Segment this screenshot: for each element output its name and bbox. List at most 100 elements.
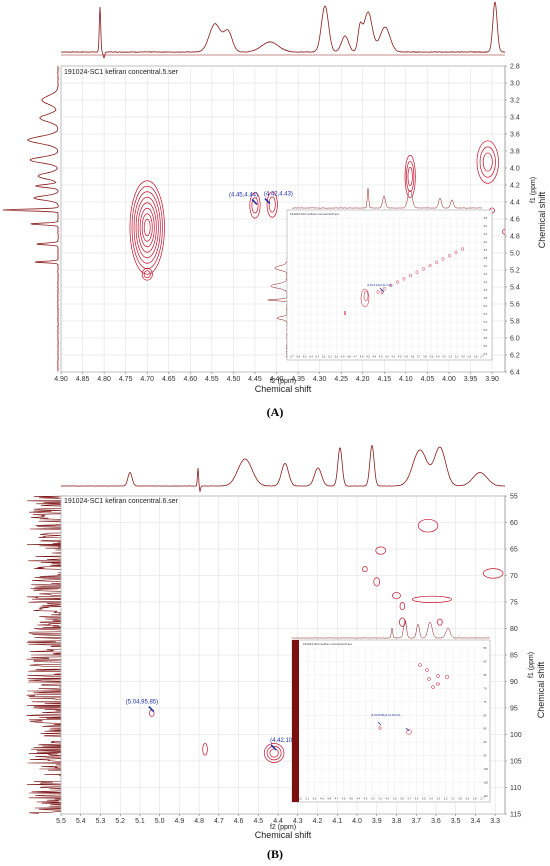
x-tick-label: 4.75 xyxy=(119,376,133,383)
inset-x-tick-label: 3.3 xyxy=(437,797,441,801)
inset-y-tick-label: 80 xyxy=(484,713,487,717)
inset-x-tick-label: 4.8 xyxy=(327,797,331,801)
inset-x-tick-label: 4.8 xyxy=(347,355,351,359)
inset-y-tick-label: 3.4 xyxy=(484,240,488,244)
panel-b-cross-peaks xyxy=(149,518,504,763)
x-tick-label: 4.8 xyxy=(194,818,204,825)
annotation-label: (4.42,4.43) xyxy=(264,192,293,198)
inset-x-tick-label: 5.2 xyxy=(322,355,326,359)
y-tick-label: 5.6 xyxy=(510,301,520,308)
inset-cross-peak xyxy=(435,682,441,686)
inset-cross-peak xyxy=(427,677,431,681)
panel-b-inset-left-projection xyxy=(292,640,299,802)
panel-a-inset-title: 191024-SC1 kefiran concentral.5.ser xyxy=(290,212,339,216)
inset-y-tick-label: 6.0 xyxy=(484,344,488,348)
inset-cross-peak xyxy=(445,674,449,680)
panel-a-inset: 5.7 5.6 5.5 5.4 5.3 5.2 5.1 5.0 4.9 4.8 4.7 4.6 4.5 4… xyxy=(267,188,493,361)
cross-peak-contour xyxy=(417,518,439,533)
inset-x-tick-label: 4.7 xyxy=(335,797,339,801)
panel-b-x-axis-label: f2 (ppm) xyxy=(270,824,296,831)
inset-diagonal-peak xyxy=(448,253,451,258)
cross-peak-contour xyxy=(251,197,259,214)
panel-a-title: 191024-SC1 kefiran concentral.5.ser xyxy=(64,69,179,76)
panel-a-inset-grid: 5.7 5.6 5.5 5.4 5.3 5.2 5.1 5.0 4.9 4.8 4.7 4.6 4.5 4… xyxy=(290,216,487,359)
inset-x-tick-label: 3.3 xyxy=(442,355,446,359)
x-tick-label: 4.6 xyxy=(234,818,244,825)
cross-peak-contour xyxy=(362,566,368,573)
y-tick-label: 55 xyxy=(510,493,518,500)
y-tick-label: 5.8 xyxy=(510,318,520,325)
inset-x-tick-label: 3.7 xyxy=(417,355,421,359)
inset-x-tick-label: 5.2 xyxy=(298,797,302,801)
x-tick-label: 3.8 xyxy=(392,818,402,825)
inset-x-tick-label: 4.1 xyxy=(392,355,396,359)
annotation-marker xyxy=(148,705,155,713)
x-tick-label: 4.50 xyxy=(227,376,241,383)
inset-x-tick-label: 3.6 xyxy=(423,355,427,359)
y-tick-label: 60 xyxy=(510,520,518,527)
y-tick-label: 4.0 xyxy=(510,165,520,172)
inset-cross-peak xyxy=(425,668,429,672)
x-tick-label: 5.5 xyxy=(56,818,66,825)
inset-x-tick-label: 4.1 xyxy=(378,797,382,801)
inset-x-tick-label: 3.6 xyxy=(415,797,419,801)
y-tick-label: 105 xyxy=(510,758,522,765)
x-tick-label: 3.9 xyxy=(372,818,382,825)
inset-y-tick-label: 55 xyxy=(484,646,487,650)
x-tick-label: 4.5 xyxy=(253,818,263,825)
cross-peak-contour xyxy=(399,617,406,627)
inset-y-tick-label: 4.6 xyxy=(484,288,488,292)
x-tick-label: 3.3 xyxy=(490,818,500,825)
cross-peak-contour xyxy=(133,191,161,264)
inset-x-tick-label: 3.7 xyxy=(407,797,411,801)
inset-x-tick-label: 3.0 xyxy=(458,797,462,801)
inset-y-tick-label: 5.2 xyxy=(484,312,488,316)
x-tick-label: 4.7 xyxy=(214,818,224,825)
inset-diagonal-peak xyxy=(454,250,458,255)
y-tick-label: 4.6 xyxy=(510,216,520,223)
inset-diagonal-peak xyxy=(422,267,425,271)
cross-peak-contour xyxy=(502,228,505,235)
x-tick-label: 4.80 xyxy=(97,376,111,383)
inset-cross-peak xyxy=(360,288,370,308)
x-tick-label: 4.40 xyxy=(270,376,284,383)
inset-x-tick-label: 3.9 xyxy=(404,355,408,359)
inset-x-tick-label: 3.1 xyxy=(451,797,455,801)
panel-b-inset-grid: 5.2 5.1 5.0 4.9 4.8 4.7 4.6 4.5 4.4 4.3 4.2 4.1 4.0 3… xyxy=(298,646,488,801)
panel-b-x-axis-label-2: Chemical shift xyxy=(255,830,312,840)
cross-peak-contour xyxy=(392,592,401,600)
x-tick-label: 3.7 xyxy=(411,818,421,825)
panel-b-x-ticks: 5.5 5.4 5.3 5.2 5.1 5.0 4.9 4.8 4.7 4.6 4.5 4.4 4.3 4… xyxy=(56,814,500,825)
panel-a-annotations: (4.45,4.44) (4.42,4.43) xyxy=(229,192,293,205)
annotation-label: (4.45,4.44) xyxy=(229,192,258,198)
inset-y-tick-label: 4.2 xyxy=(484,272,488,276)
inset-y-tick-label: 5.4 xyxy=(484,320,488,324)
inset-x-tick-label: 4.9 xyxy=(320,797,324,801)
x-tick-label: 4.0 xyxy=(352,818,362,825)
panel-b-inset: 5.2 5.1 5.0 4.9 4.8 4.7 4.6 4.5 4.4 4.3 4.2 4.1 4.0 3… xyxy=(291,619,491,803)
inset-cross-peak xyxy=(418,663,422,667)
inset-cross-peak xyxy=(378,726,382,730)
cross-peak-contour xyxy=(482,568,504,579)
cross-peak-contour xyxy=(266,745,282,761)
y-tick-label: 110 xyxy=(510,785,521,792)
inset-annotation-marker xyxy=(405,727,410,732)
panel-b-inset-frame xyxy=(291,639,491,803)
x-tick-label: 4.55 xyxy=(205,376,219,383)
cross-peak-contour xyxy=(399,602,406,611)
y-tick-label: 3.6 xyxy=(510,131,520,138)
inset-diagonal-peak xyxy=(461,247,464,251)
panel-b-top-projection xyxy=(60,444,506,493)
inset-x-tick-label: 5.0 xyxy=(313,797,317,801)
x-tick-label: 4.20 xyxy=(356,376,370,383)
cross-peak-contour xyxy=(139,207,155,248)
inset-y-tick-label: 6.2 xyxy=(484,352,488,356)
y-tick-label: 100 xyxy=(510,732,522,739)
inset-y-tick-label: 3.6 xyxy=(484,248,488,252)
inset-diagonal-peak xyxy=(441,257,445,261)
x-tick-label: 3.5 xyxy=(451,818,461,825)
y-tick-label: 75 xyxy=(510,599,518,606)
inset-cross-peak xyxy=(431,685,435,689)
inset-x-tick-label: 3.8 xyxy=(411,355,415,359)
cross-peak-contour xyxy=(143,218,151,237)
